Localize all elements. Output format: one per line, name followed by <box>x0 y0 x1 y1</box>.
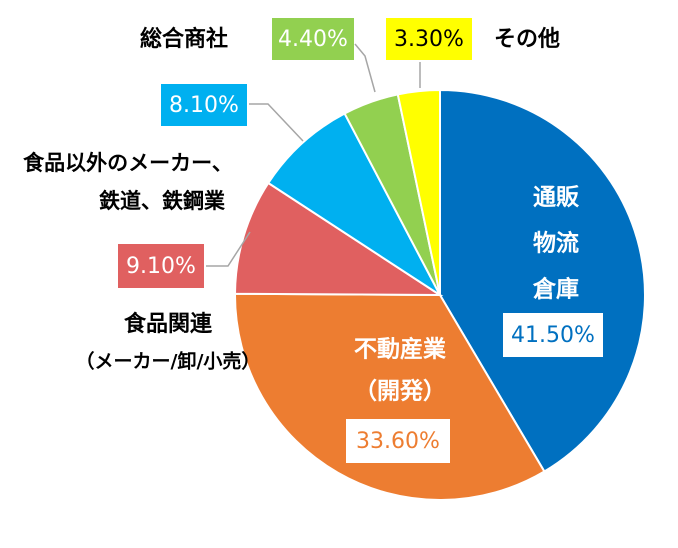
pie-slice <box>266 112 443 298</box>
pie-slice <box>233 181 444 297</box>
leader-line <box>354 43 376 93</box>
value-label-box <box>346 419 450 463</box>
slice-value-label: 9.10% <box>126 254 196 279</box>
pie-slice <box>233 292 546 501</box>
slice-category-label: その他 <box>494 27 560 52</box>
slice-category-label: 物流 <box>533 230 579 257</box>
slice-category-label: 食品以外のメーカー、 <box>23 151 233 175</box>
value-label-box <box>272 18 354 60</box>
pie-slice <box>439 88 646 473</box>
slice-category-label: 食品関連 <box>124 311 213 337</box>
leader-line <box>206 231 251 267</box>
slice-value-label: 33.60% <box>356 429 440 454</box>
slice-category-label: 不動産業 <box>354 336 447 363</box>
slice-category-label: （開発） <box>354 378 446 405</box>
slice-category-label: 倉庫 <box>532 276 579 303</box>
slice-value-label: 3.30% <box>394 27 464 52</box>
pie-slices <box>233 88 646 501</box>
slice-category-label: 鉄道、鉄鋼業 <box>99 189 226 213</box>
slice-category-label: （メーカー/卸/小売） <box>76 350 261 373</box>
leader-line <box>249 103 304 142</box>
value-label-box <box>503 313 603 357</box>
pie-slice <box>396 88 441 296</box>
value-label-box <box>161 84 247 126</box>
value-label-box <box>118 244 204 288</box>
slice-category-label: 通販 <box>533 185 580 211</box>
slice-category-label: 総合商社 <box>140 26 228 52</box>
value-label-box <box>386 18 472 60</box>
slice-value-label: 8.10% <box>169 93 239 118</box>
slice-value-label: 4.40% <box>278 27 348 52</box>
slice-value-label: 41.50% <box>511 323 595 348</box>
